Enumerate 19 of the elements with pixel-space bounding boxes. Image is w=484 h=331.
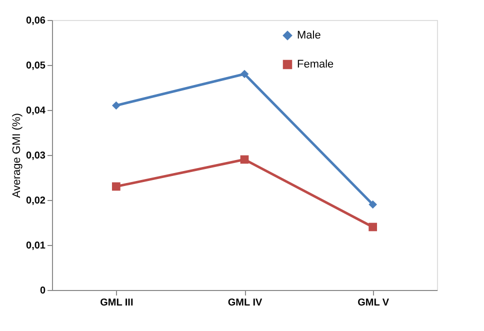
x-tick-label: GML IV <box>228 298 262 308</box>
y-tick-label: 0,01 <box>26 240 46 252</box>
y-tick-label: 0,03 <box>26 150 46 162</box>
legend-label: Male <box>297 30 321 42</box>
y-tick-label: 0,06 <box>26 16 46 26</box>
x-tick-label: GML III <box>100 298 134 308</box>
y-tick-label: 0,05 <box>26 60 46 72</box>
point <box>240 155 249 164</box>
legend-label: Female <box>297 58 334 70</box>
point <box>368 200 378 209</box>
y-tick-label: 0,04 <box>26 106 46 116</box>
y-axis-title: Average GMI (%) <box>11 113 24 198</box>
y-tick-label: 0 <box>40 286 46 296</box>
point <box>368 222 378 232</box>
x-tick-label: GML V <box>358 298 390 308</box>
point <box>112 182 120 191</box>
y-tick-label: 0,02 <box>26 196 46 206</box>
point <box>240 70 249 78</box>
point <box>112 101 120 110</box>
